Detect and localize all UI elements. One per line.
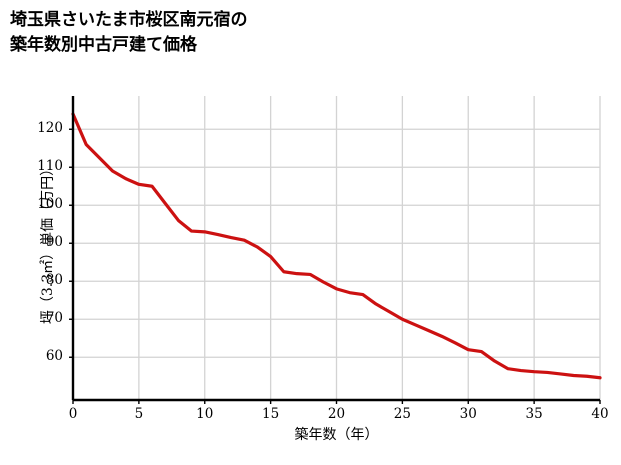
y-tick-label: 70 [45,310,63,327]
price-line-series [71,112,602,380]
x-tick-label: 30 [459,406,477,422]
y-tick-label: 60 [45,348,63,365]
y-axis-label: 坪（3.3㎡）単価（万円） [40,161,56,325]
y-tick-label: 110 [37,158,63,175]
x-tick-label: 35 [525,406,543,422]
x-tick-label: 5 [134,406,144,422]
y-tick-label: 90 [45,234,63,251]
y-tick-label: 100 [37,196,63,213]
x-axis-label: 築年数（年） [294,427,379,443]
x-tick-label: 20 [327,406,346,422]
x-tick-label: 0 [68,406,78,422]
x-tick-label: 40 [591,406,609,422]
y-tick-label: 120 [37,120,63,137]
chart-title: 埼玉県さいたま市桜区南元宿の 築年数別中古戸建て価格 [10,10,248,55]
x-tick-label: 15 [262,406,280,422]
y-tick-label: 80 [45,272,63,289]
x-tick-label: 25 [393,406,411,422]
gridlines [73,96,601,400]
x-tick-label: 10 [196,406,214,422]
